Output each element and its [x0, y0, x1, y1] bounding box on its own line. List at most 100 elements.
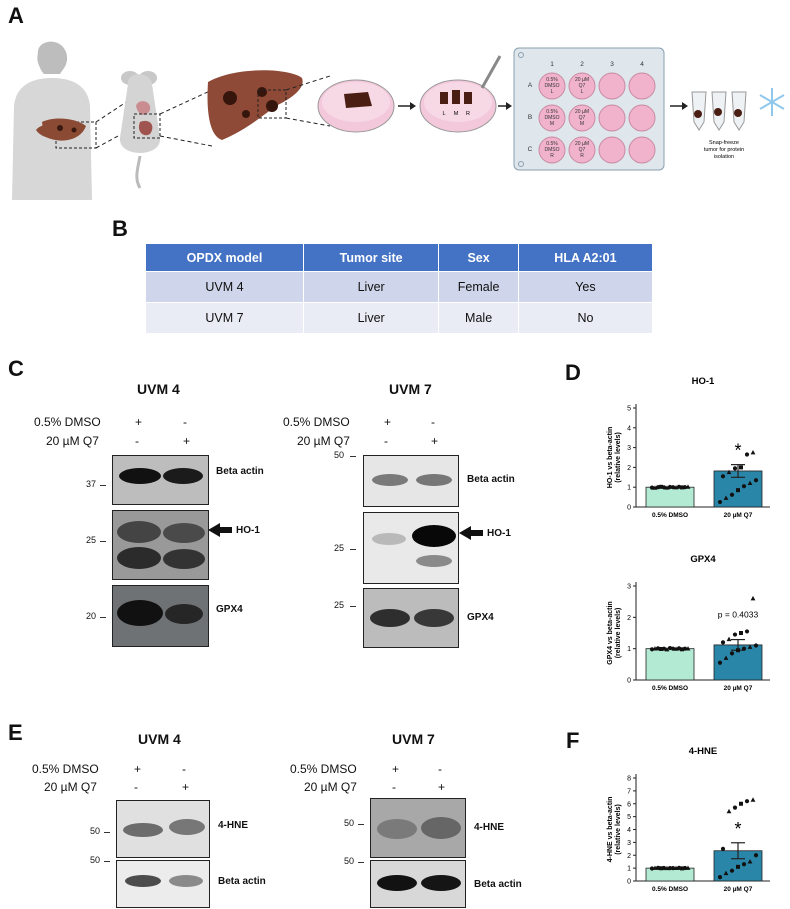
plate-well	[568, 104, 596, 132]
blot-beta-actin	[370, 860, 466, 908]
y-axis-label: HO-1 vs beta-actin(relative levels)	[607, 427, 622, 488]
x-tick-label: 20 µM Q7	[724, 512, 753, 519]
mw-marker: 50	[89, 855, 100, 865]
y-tick-label: 1	[627, 646, 631, 653]
table-cell: Liver	[302, 302, 440, 334]
data-point	[661, 865, 667, 871]
data-point	[717, 499, 723, 505]
table-header: Tumor site	[302, 243, 440, 272]
data-point	[673, 484, 679, 490]
data-point	[673, 646, 679, 651]
x-tick-label: 0.5% DMSO	[652, 886, 688, 893]
plate-row-c: C	[528, 146, 533, 153]
table-cell: UVM 7	[145, 302, 304, 334]
treatment-mark: +	[431, 434, 439, 448]
data-point	[726, 469, 732, 475]
blot-gpx4	[363, 588, 459, 648]
treatment-mark: -	[135, 434, 139, 448]
significance-annotation: *	[734, 441, 741, 461]
data-point	[753, 643, 759, 648]
blot-label: Beta actin	[467, 474, 515, 485]
data-point	[723, 655, 729, 660]
mw-marker: 50	[343, 818, 354, 828]
table-cell: Male	[438, 302, 519, 334]
plate-well	[598, 104, 626, 132]
treatment-label: 0.5% DMSO	[32, 762, 99, 776]
data-point	[652, 485, 658, 490]
data-point	[747, 644, 753, 649]
plate-well	[568, 136, 596, 164]
mw-marker: 37	[85, 479, 96, 489]
y-tick-label: 2	[627, 465, 631, 472]
data-point	[732, 805, 738, 810]
y-tick-label: 1	[627, 485, 631, 492]
well-label: 0.5%	[546, 141, 558, 147]
y-tick-label: 1	[627, 866, 631, 873]
blot-label: GPX4	[467, 612, 494, 623]
blot-title: UVM 7	[389, 381, 432, 397]
y-axis-label: GPX4 vs beta-actin(relative levels)	[607, 601, 622, 664]
well-label: M	[580, 121, 584, 127]
dish-label-m: M	[454, 111, 459, 117]
well-label: 20 µM	[575, 109, 589, 115]
treatment-label: 0.5% DMSO	[290, 762, 357, 776]
y-tick-label: 2	[627, 615, 631, 622]
data-point	[732, 466, 738, 471]
blot-4hne	[370, 798, 466, 858]
data-point	[717, 660, 723, 665]
data-point	[682, 865, 688, 871]
treatment-mark: -	[384, 434, 388, 448]
well-label: DMSO	[545, 147, 560, 153]
data-point	[750, 449, 756, 455]
data-point	[667, 866, 673, 871]
well-label: Q7	[579, 147, 586, 153]
mw-marker: 50	[343, 856, 354, 866]
data-point	[750, 595, 756, 601]
data-point	[670, 646, 676, 651]
plate-row-a: A	[528, 82, 533, 89]
data-point	[664, 485, 670, 490]
petri-dish-icon	[317, 79, 395, 133]
dish-label-l: L	[442, 111, 445, 117]
plate-row-b: B	[528, 114, 532, 121]
data-point	[744, 629, 750, 634]
plate-well	[628, 136, 656, 164]
plate-col-1: 1	[550, 61, 554, 68]
blot-gpx4	[112, 585, 209, 647]
table-cell: No	[517, 302, 654, 334]
blot-beta-actin	[112, 455, 209, 505]
data-point	[726, 636, 732, 642]
data-point	[736, 648, 740, 653]
mw-marker: 25	[333, 543, 344, 553]
treatment-mark: +	[392, 762, 400, 776]
treatment-mark: +	[384, 415, 392, 429]
plate-well	[598, 72, 626, 100]
treatment-label: 20 µM Q7	[304, 780, 357, 794]
mw-marker: 20	[85, 611, 96, 621]
blot-ho1	[363, 512, 459, 584]
table-cell: Female	[438, 271, 519, 303]
blot-label: 4-HNE	[474, 822, 505, 833]
data-point	[670, 485, 676, 490]
mw-marker: 25	[333, 600, 344, 610]
treatment-label: 20 µM Q7	[44, 780, 97, 794]
y-tick-label: 0	[627, 505, 631, 512]
table-row: UVM 4 Liver Female Yes	[145, 271, 654, 303]
well-label: Q7	[579, 83, 586, 89]
well-label: DMSO	[545, 83, 560, 89]
data-point	[726, 808, 732, 814]
table-cell: UVM 4	[145, 271, 304, 303]
treatment-mark: -	[183, 415, 187, 429]
data-point	[664, 647, 670, 652]
data-point	[732, 632, 738, 637]
x-tick-label: 0.5% DMSO	[652, 685, 688, 692]
y-tick-label: 3	[627, 840, 631, 847]
4hne-chart: 4-HNE 0 1 2 3 4 5 6 7 8 4-HNE vs beta-actin(relati…	[607, 746, 770, 893]
plate-well	[538, 72, 566, 100]
data-point	[741, 862, 747, 867]
gpx4-chart: GPX4 0 1 2 3 GPX4 vs beta-actin(relative leve…	[607, 554, 770, 692]
significance-annotation: *	[734, 819, 741, 839]
plate-well	[538, 104, 566, 132]
bar	[645, 648, 695, 681]
